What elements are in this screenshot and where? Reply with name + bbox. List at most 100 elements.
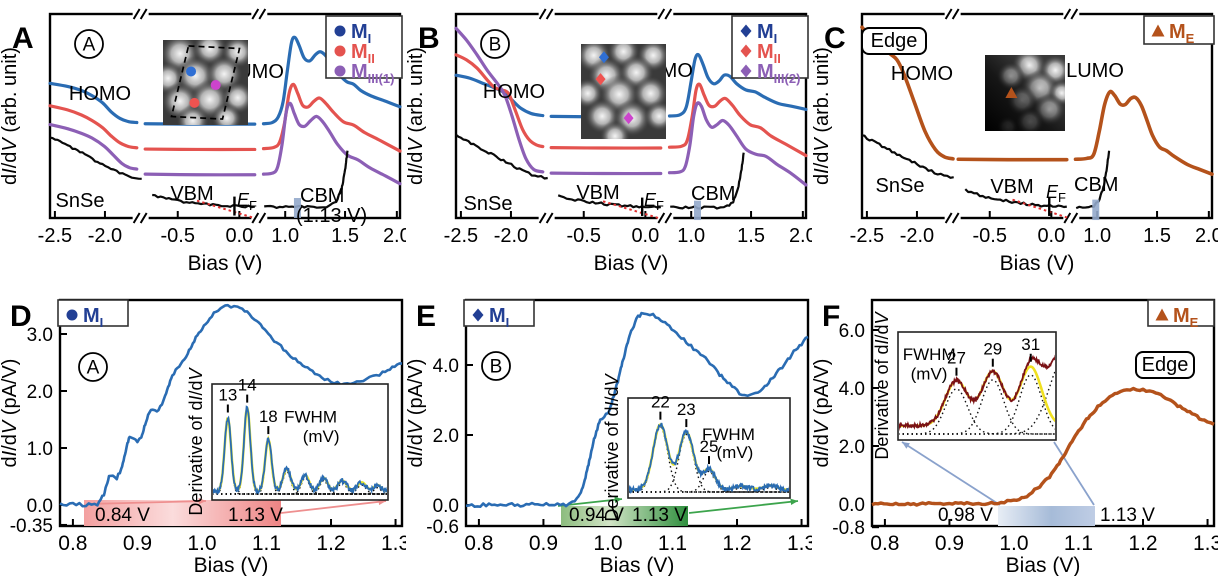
x-axis-label: Bias (V): [1006, 554, 1081, 576]
series-M_E: [1073, 89, 1214, 176]
y-tick-label: -0.6: [426, 517, 459, 538]
series-M_III(2): [667, 101, 808, 187]
panel-letter: C: [824, 22, 846, 55]
axis-break-icon: [251, 8, 267, 20]
gaussian-component: [213, 484, 387, 495]
x-tick-label: -2.0: [900, 225, 934, 247]
diamond-marker-icon: [623, 112, 634, 125]
x-tick-label: 1.5: [737, 225, 765, 247]
legend-label: MI: [489, 305, 509, 330]
diamond-marker-icon: [740, 44, 752, 58]
y-tick-label: 1.0: [27, 439, 53, 460]
fwhm-value: 13: [218, 386, 237, 405]
legend-label: MI: [757, 21, 777, 46]
band-edge-range-bar: [84, 500, 281, 526]
x-tick-label: 1.2: [1128, 532, 1157, 555]
diamond-marker-icon: [740, 64, 752, 78]
callout-arrow: [1053, 441, 1095, 506]
annotation-(1.13 V): (1.13 V): [296, 205, 367, 227]
x-tick-label: -2.5: [38, 225, 72, 247]
gaussian-component: [899, 388, 1055, 435]
callout-arrow: [688, 500, 799, 514]
fwhm-caption: FWHM: [903, 345, 956, 364]
band-edge-range-bar: [998, 506, 1095, 526]
edge-box-label: Edge: [861, 27, 927, 55]
y-axis-label: dI/dV (pA/V): [0, 359, 21, 468]
cbm-marker-bar: [694, 200, 701, 221]
derivative-curve: [629, 422, 789, 494]
x-tick-label: 2.0: [383, 225, 406, 247]
x-tick-label: 1.3: [1193, 532, 1218, 555]
x-tick-label: 0.0: [1037, 225, 1065, 247]
triangle-marker-icon: [1151, 24, 1165, 37]
x-tick-label: 1.3: [787, 532, 812, 555]
x-tick-label: -0.5: [973, 225, 1007, 247]
callout-arrow: [87, 500, 207, 505]
band-value-label: 1.13 V: [1100, 505, 1155, 526]
x-tick-label: 1.1: [1064, 532, 1093, 555]
fermi-level-label: EF: [1046, 182, 1066, 205]
series-M_III(2): [454, 26, 545, 174]
circle-marker-icon: [334, 65, 346, 77]
series-M_I: [261, 35, 402, 126]
x-tick-label: -2.5: [850, 225, 884, 247]
legend: MI: [463, 299, 535, 330]
axis-break-icon: [251, 212, 267, 224]
plot-frame: [48, 12, 402, 220]
gaussian-component: [213, 470, 387, 495]
annotation-CBM: CBM: [1074, 174, 1118, 196]
x-tick-label: 2.0: [789, 225, 812, 247]
axis-break-icon: [1063, 8, 1079, 20]
x-tick-label: 1.0: [187, 532, 216, 555]
panel-A: -2.5 -2.0 -0.5 0.0 1.0 1.5 2.0 EF HOMO LUMO SnSe VB…: [0, 0, 406, 288]
series-M_II: [454, 53, 545, 149]
legend-label: MII: [757, 41, 781, 66]
y-axis-label: dI/dV (pA/V): [812, 359, 833, 468]
x-tick-label: 1.0: [593, 532, 622, 555]
y-tick-label: -0.8: [832, 518, 865, 539]
annotation-SnSe: SnSe: [876, 175, 925, 197]
fwhm-caption: FWHM: [702, 425, 755, 444]
panel-F: 0.8 0.9 1.0 1.1 1.2 1.3 6.0 4.0 2.0 0.0 -0.8 0.98 V…: [812, 288, 1218, 576]
x-tick-label: 1.0: [677, 225, 705, 247]
fwhm-value: 27: [947, 349, 966, 368]
callout-arrow: [901, 441, 1001, 506]
x-tick-label: 1.5: [331, 225, 359, 247]
inset-y-label: Derivative of dI/dV: [186, 366, 206, 515]
x-tick-label: 1.1: [252, 532, 281, 555]
edge-box-label: Edge: [1135, 351, 1195, 379]
annotation-VBM: VBM: [576, 182, 619, 204]
cbm-marker-bar: [293, 198, 301, 218]
annotation-HOMO: HOMO: [69, 83, 131, 105]
circled-site-label: B: [480, 29, 510, 59]
fwhm-caption: FWHM: [284, 407, 337, 426]
triangle-marker-icon: [1005, 87, 1018, 98]
vbm-extrapolation-line: [196, 199, 253, 219]
series-M_II: [48, 104, 139, 150]
panel-B-svg: -2.5-2.0-0.50.01.01.52.0EFHOMOLUMOSnSeVB…: [406, 8, 812, 275]
x-tick-label: 1.0: [1083, 225, 1111, 247]
fwhm-value: 31: [1021, 335, 1040, 354]
axis-break-icon: [132, 8, 148, 20]
gaussian-component: [629, 486, 789, 493]
plot-frame: [860, 12, 1214, 220]
band-value-label: 0.84 V: [95, 505, 150, 526]
x-tick-label: 1.2: [722, 532, 751, 555]
label: Edge: [871, 30, 918, 52]
y-tick-label: 6.0: [839, 321, 865, 342]
panel-C: -2.5 -2.0 -0.5 0.0 1.0 1.5 2.0 EF HOMO LUMO SnSe VB…: [812, 0, 1218, 288]
annotation-HOMO: HOMO: [483, 81, 545, 103]
series-M_III(1): [48, 122, 139, 171]
diamond-marker-icon: [472, 308, 484, 322]
y-tick-label: 3.0: [27, 325, 53, 346]
band-value-label: 0.94 V: [569, 505, 624, 526]
x-tick-label: -0.5: [161, 225, 195, 247]
y-axis-label: dI/dV (arb. unit): [0, 47, 21, 185]
axis-break-icon: [1063, 212, 1079, 224]
circle-marker-icon: [186, 66, 197, 77]
x-tick-label: 0.9: [935, 532, 964, 555]
stm-topograph-inset: [163, 40, 248, 125]
